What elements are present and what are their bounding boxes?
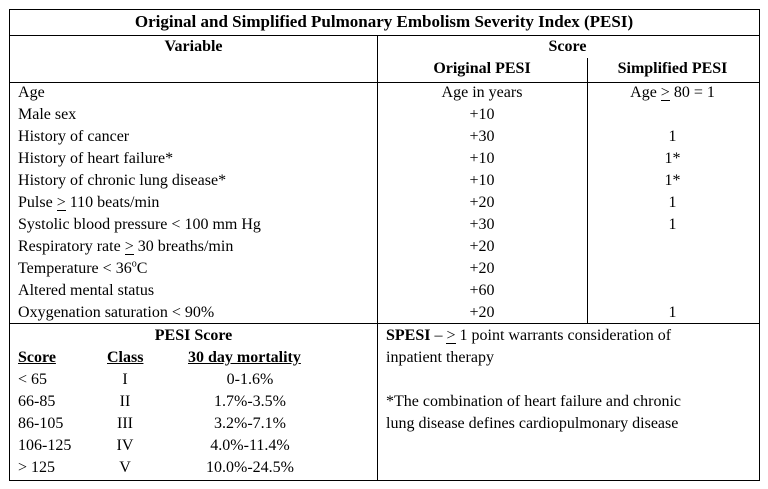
spesi-note-text: – > 1 point warrants consideration of: [434, 327, 672, 344]
simplified-score-cell: 1: [668, 128, 677, 145]
pesi-class-cell: V: [119, 459, 131, 476]
divider: [10, 323, 759, 324]
column-divider: [587, 58, 588, 323]
pesi-class-cell: I: [122, 371, 128, 388]
variable-cell: History of heart failure*: [18, 150, 174, 167]
original-score-cell: +10: [469, 150, 495, 167]
spesi-label: SPESI: [386, 327, 431, 344]
pesi-mortality-cell: 0-1.6%: [226, 371, 274, 388]
original-score-cell: +30: [469, 216, 495, 233]
pesi-mortality-cell: 3.2%-7.1%: [214, 415, 286, 432]
pesi-class-cell: III: [117, 415, 133, 432]
pesi-mortality-cell: 10.0%-24.5%: [206, 459, 294, 476]
original-score-cell: +30: [469, 128, 495, 145]
simplified-score-cell: 1: [668, 304, 677, 321]
variable-cell: History of chronic lung disease*: [18, 172, 227, 189]
pesi-score-cell: 106-125: [18, 437, 72, 454]
variable-cell: Respiratory rate > 30 breaths/min: [18, 238, 234, 255]
score-header: Score: [548, 38, 587, 55]
original-score-cell: +60: [469, 282, 495, 299]
original-pesi-header: Original PESI: [433, 60, 531, 77]
pesi-mortality-cell: 1.7%-3.5%: [214, 393, 286, 410]
footnote-line1: *The combination of heart failure and ch…: [386, 393, 681, 410]
simplified-score-cell: 1*: [664, 150, 681, 167]
original-score-cell: +20: [469, 194, 495, 211]
variable-cell: Male sex: [18, 106, 77, 123]
pesi-class-cell: II: [119, 393, 131, 410]
variable-cell: Systolic blood pressure < 100 mm Hg: [18, 216, 261, 233]
simplified-score-cell: Age > 80 = 1: [630, 84, 715, 101]
original-score-cell: +10: [469, 106, 495, 123]
divider: [10, 35, 759, 36]
score-column-header: Score: [18, 349, 56, 366]
variable-cell: Pulse > 110 beats/min: [18, 194, 160, 211]
mortality-column-header: 30 day mortality: [188, 349, 301, 366]
simplified-pesi-header: Simplified PESI: [617, 60, 728, 77]
simplified-score-cell: 1: [668, 194, 677, 211]
variable-cell: Altered mental status: [18, 282, 155, 299]
spesi-note-line2: inpatient therapy: [386, 349, 494, 366]
variable-cell: Oxygenation saturation < 90%: [18, 304, 215, 321]
class-column-header: Class: [107, 349, 144, 366]
original-score-cell: +20: [469, 238, 495, 255]
variable-header: Variable: [164, 38, 223, 55]
spesi-note: SPESI – > 1 point warrants consideration…: [386, 326, 671, 346]
variable-cell: History of cancer: [18, 128, 130, 145]
column-divider: [377, 35, 378, 480]
table-title: Original and Simplified Pulmonary Emboli…: [134, 12, 634, 31]
footnote-line2: lung disease defines cardiopulmonary dis…: [386, 415, 679, 432]
pesi-score-cell: > 125: [18, 459, 56, 476]
variable-cell: Age: [18, 84, 45, 101]
divider: [10, 82, 759, 83]
pesi-mortality-cell: 4.0%-11.4%: [210, 437, 290, 454]
original-score-cell: +10: [469, 172, 495, 189]
pesi-score-cell: 66-85: [18, 393, 56, 410]
pesi-score-cell: 86-105: [18, 415, 64, 432]
simplified-score-cell: 1*: [664, 172, 681, 189]
original-score-cell: +20: [469, 304, 495, 321]
variable-cell: Temperature < 36oC: [18, 258, 148, 277]
pesi-score-title: PESI Score: [154, 327, 233, 344]
pesi-table: Original and Simplified Pulmonary Emboli…: [9, 9, 760, 481]
original-score-cell: +20: [469, 260, 495, 277]
pesi-class-cell: IV: [116, 437, 134, 454]
simplified-score-cell: 1: [668, 216, 677, 233]
original-score-cell: Age in years: [441, 84, 523, 101]
pesi-score-cell: < 65: [18, 371, 48, 388]
